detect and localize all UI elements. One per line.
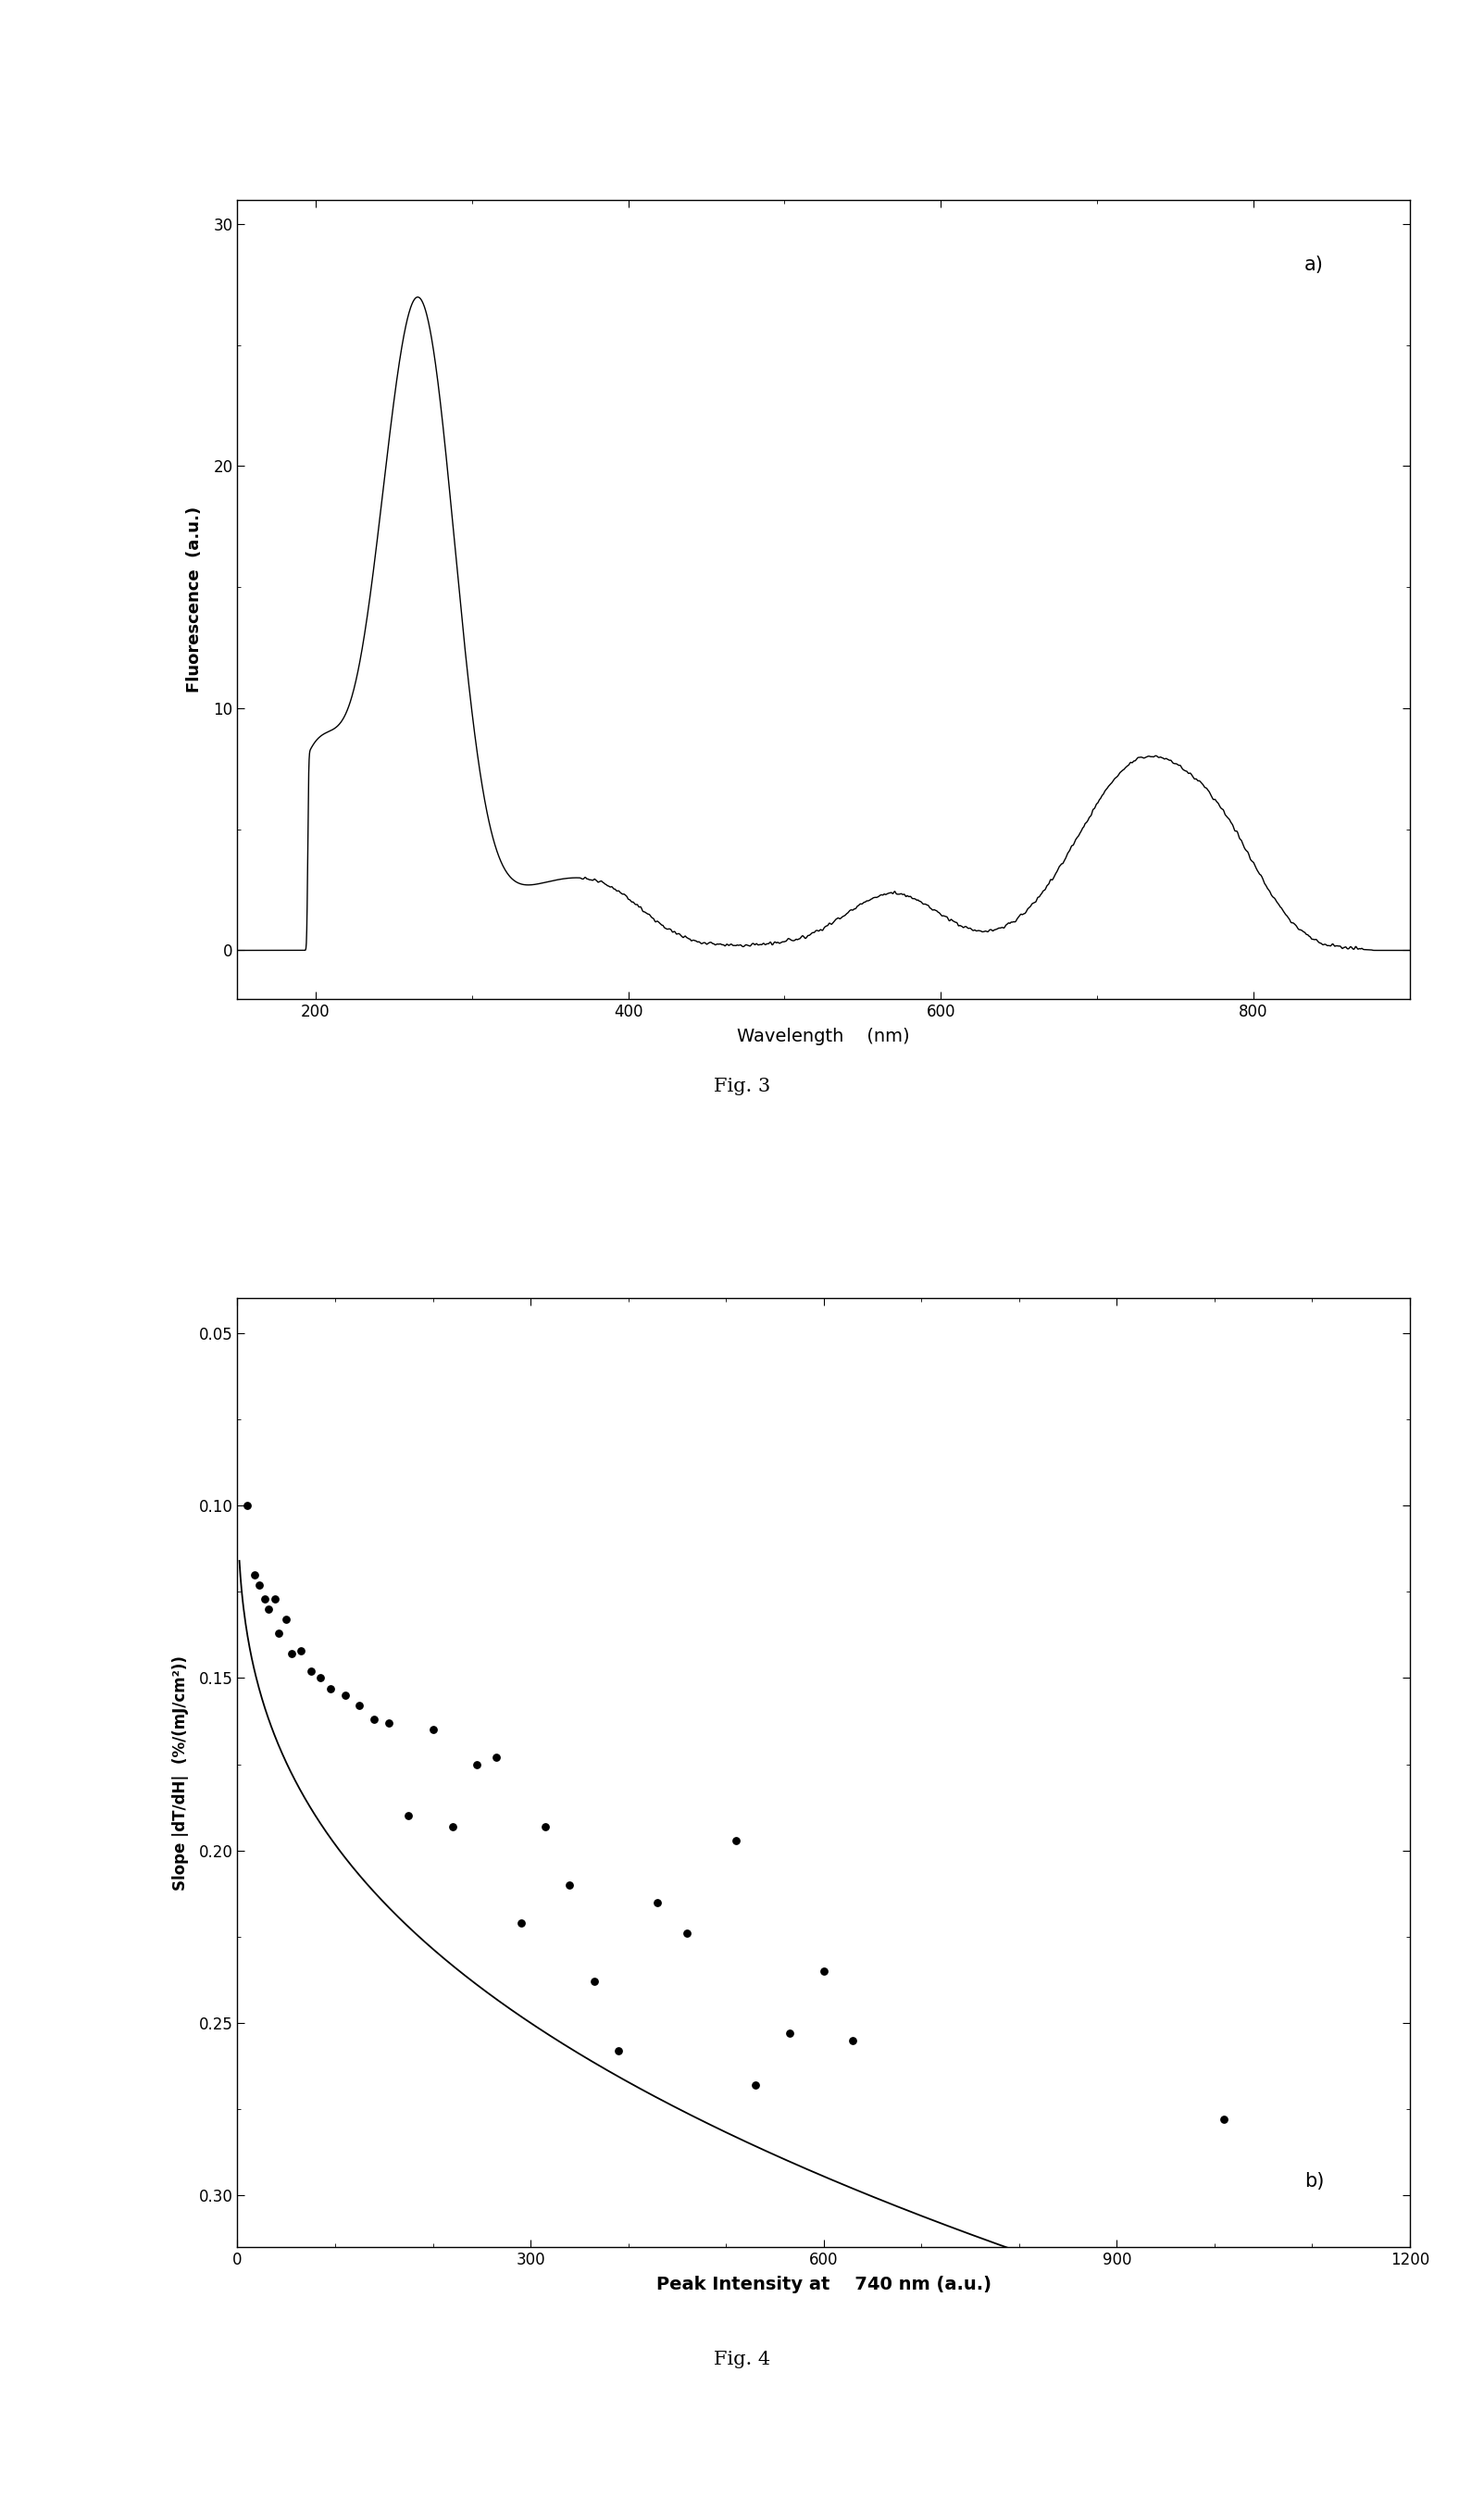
Point [1212, 2100, 1236, 2140]
Text: a): a) [1304, 255, 1324, 275]
Point [377, 1703, 401, 1743]
Point [646, 1883, 669, 1923]
Point [263, 1578, 286, 1618]
Point [396, 1795, 420, 1835]
Point [607, 2030, 631, 2070]
Point [812, 1950, 835, 1990]
Point [243, 1556, 267, 1596]
Point [236, 1486, 260, 1526]
Point [724, 1820, 748, 1860]
X-axis label: Peak Intensity at    740 nm (a.u.): Peak Intensity at 740 nm (a.u.) [656, 2277, 991, 2295]
Point [484, 1738, 508, 1778]
Point [509, 1903, 533, 1943]
Point [362, 1700, 386, 1740]
Point [347, 1685, 371, 1725]
Y-axis label: Fluorescence  (a.u.): Fluorescence (a.u.) [187, 507, 203, 692]
Point [421, 1710, 445, 1750]
Point [257, 1588, 280, 1628]
Point [743, 2065, 767, 2105]
Point [582, 1963, 605, 2003]
Point [275, 1601, 298, 1641]
Point [332, 1675, 356, 1715]
Point [309, 1658, 332, 1698]
Point [558, 1865, 582, 1905]
Point [279, 1633, 303, 1673]
Text: b): b) [1304, 2172, 1324, 2190]
Y-axis label: Slope |dT/dH|  (%/(mJ/cm²)): Slope |dT/dH| (%/(mJ/cm²)) [172, 1656, 188, 1890]
Point [441, 1805, 464, 1845]
Point [252, 1578, 276, 1618]
Point [246, 1566, 270, 1606]
Point [267, 1613, 291, 1653]
Point [675, 1913, 699, 1953]
Text: Fig. 4: Fig. 4 [714, 2350, 770, 2370]
Point [464, 1745, 488, 1785]
Point [289, 1631, 313, 1670]
Point [841, 2020, 865, 2060]
Point [533, 1805, 556, 1845]
X-axis label: Wavelength    (nm): Wavelength (nm) [738, 1029, 910, 1046]
Point [319, 1668, 343, 1708]
Text: Fig. 3: Fig. 3 [714, 1076, 770, 1096]
Point [778, 2013, 801, 2053]
Point [298, 1651, 322, 1690]
